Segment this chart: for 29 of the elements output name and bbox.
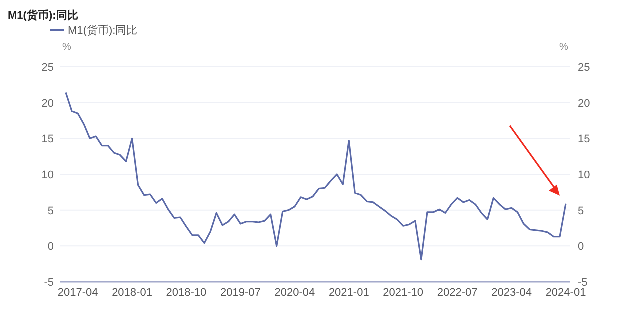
y2-tick-label: 5 xyxy=(578,205,584,218)
y2-tick-label: -5 xyxy=(578,277,588,289)
x-tick-label: 2024-01 xyxy=(546,287,586,299)
line-series xyxy=(65,92,567,261)
y-tick-label: 10 xyxy=(42,170,54,182)
y2-tick-label: 25 xyxy=(578,62,590,74)
x-tick-label: 2020-04 xyxy=(274,287,316,299)
y-tick-label: 0 xyxy=(48,241,54,254)
y-tick-label: -5 xyxy=(44,277,54,289)
y-tick-label: 5 xyxy=(48,205,54,218)
y2-tick-label: 10 xyxy=(578,170,590,182)
x-tick-label: 2021-01 xyxy=(328,287,370,299)
x-tick-label: 2018-10 xyxy=(166,287,207,299)
y2-tick-label: 0 xyxy=(578,241,584,254)
y-axis-title: % xyxy=(62,42,72,53)
legend-label: M1(货币):同比 xyxy=(68,24,138,37)
x-tick-label: 2023-04 xyxy=(492,287,532,299)
x-tick-label: 2019-07 xyxy=(220,287,261,299)
x-tick-label: 2018-01 xyxy=(112,287,152,299)
x-tick-label: 2017-04 xyxy=(58,287,98,299)
x-tick-label: 2022-07 xyxy=(437,287,478,299)
x-tick-label: 2021-10 xyxy=(383,287,424,299)
chart-title: M1(货币):同比 xyxy=(8,9,78,22)
y2-axis-title: % xyxy=(560,42,569,53)
y-tick-label: 15 xyxy=(42,134,54,146)
y2-tick-label: 15 xyxy=(578,134,590,146)
y-tick-label: 25 xyxy=(42,62,54,74)
y2-tick-label: 20 xyxy=(578,98,590,110)
y-tick-label: 20 xyxy=(42,98,54,110)
